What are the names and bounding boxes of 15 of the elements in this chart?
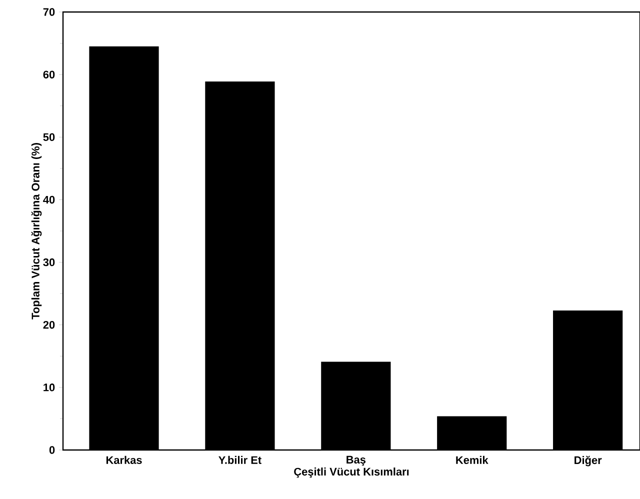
- x-tick-label: Diğer: [574, 456, 602, 466]
- y-tick-label: 30: [43, 258, 55, 266]
- y-tick-label: 40: [43, 196, 55, 204]
- y-tick-label: 70: [43, 8, 55, 16]
- y-tick-label: 10: [44, 384, 55, 392]
- x-tick-label: Baş: [346, 456, 366, 466]
- x-tick-label: Kemik: [456, 456, 488, 464]
- y-axis-title: Toplam Vücut Ağırlığına Oranı (%): [31, 143, 42, 320]
- y-tick-label: 60: [43, 70, 55, 78]
- x-axis-title: Çeşitli Vücut Kısımları: [294, 468, 409, 478]
- y-tick-label: 0: [49, 446, 55, 454]
- y-tick-label: 20: [43, 320, 55, 329]
- x-tick-label: Y.bilir Et: [218, 456, 262, 464]
- x-tick-label: Karkas: [106, 456, 142, 464]
- y-tick-label: 50: [43, 133, 55, 142]
